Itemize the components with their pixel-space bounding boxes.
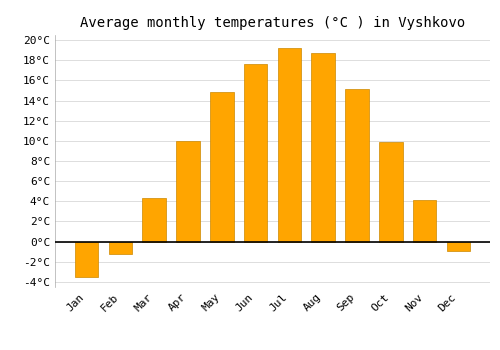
Title: Average monthly temperatures (°C ) in Vyshkovo: Average monthly temperatures (°C ) in Vy…	[80, 16, 465, 30]
Bar	[446, 241, 470, 251]
Bar	[142, 198, 166, 242]
Bar	[379, 142, 402, 241]
Bar	[345, 90, 369, 242]
Bar	[278, 48, 301, 242]
Bar	[312, 53, 335, 241]
Bar	[244, 64, 268, 242]
Bar	[413, 200, 436, 242]
Bar	[75, 241, 98, 277]
Bar	[108, 241, 132, 254]
Bar	[176, 141, 200, 242]
Bar	[210, 92, 234, 241]
